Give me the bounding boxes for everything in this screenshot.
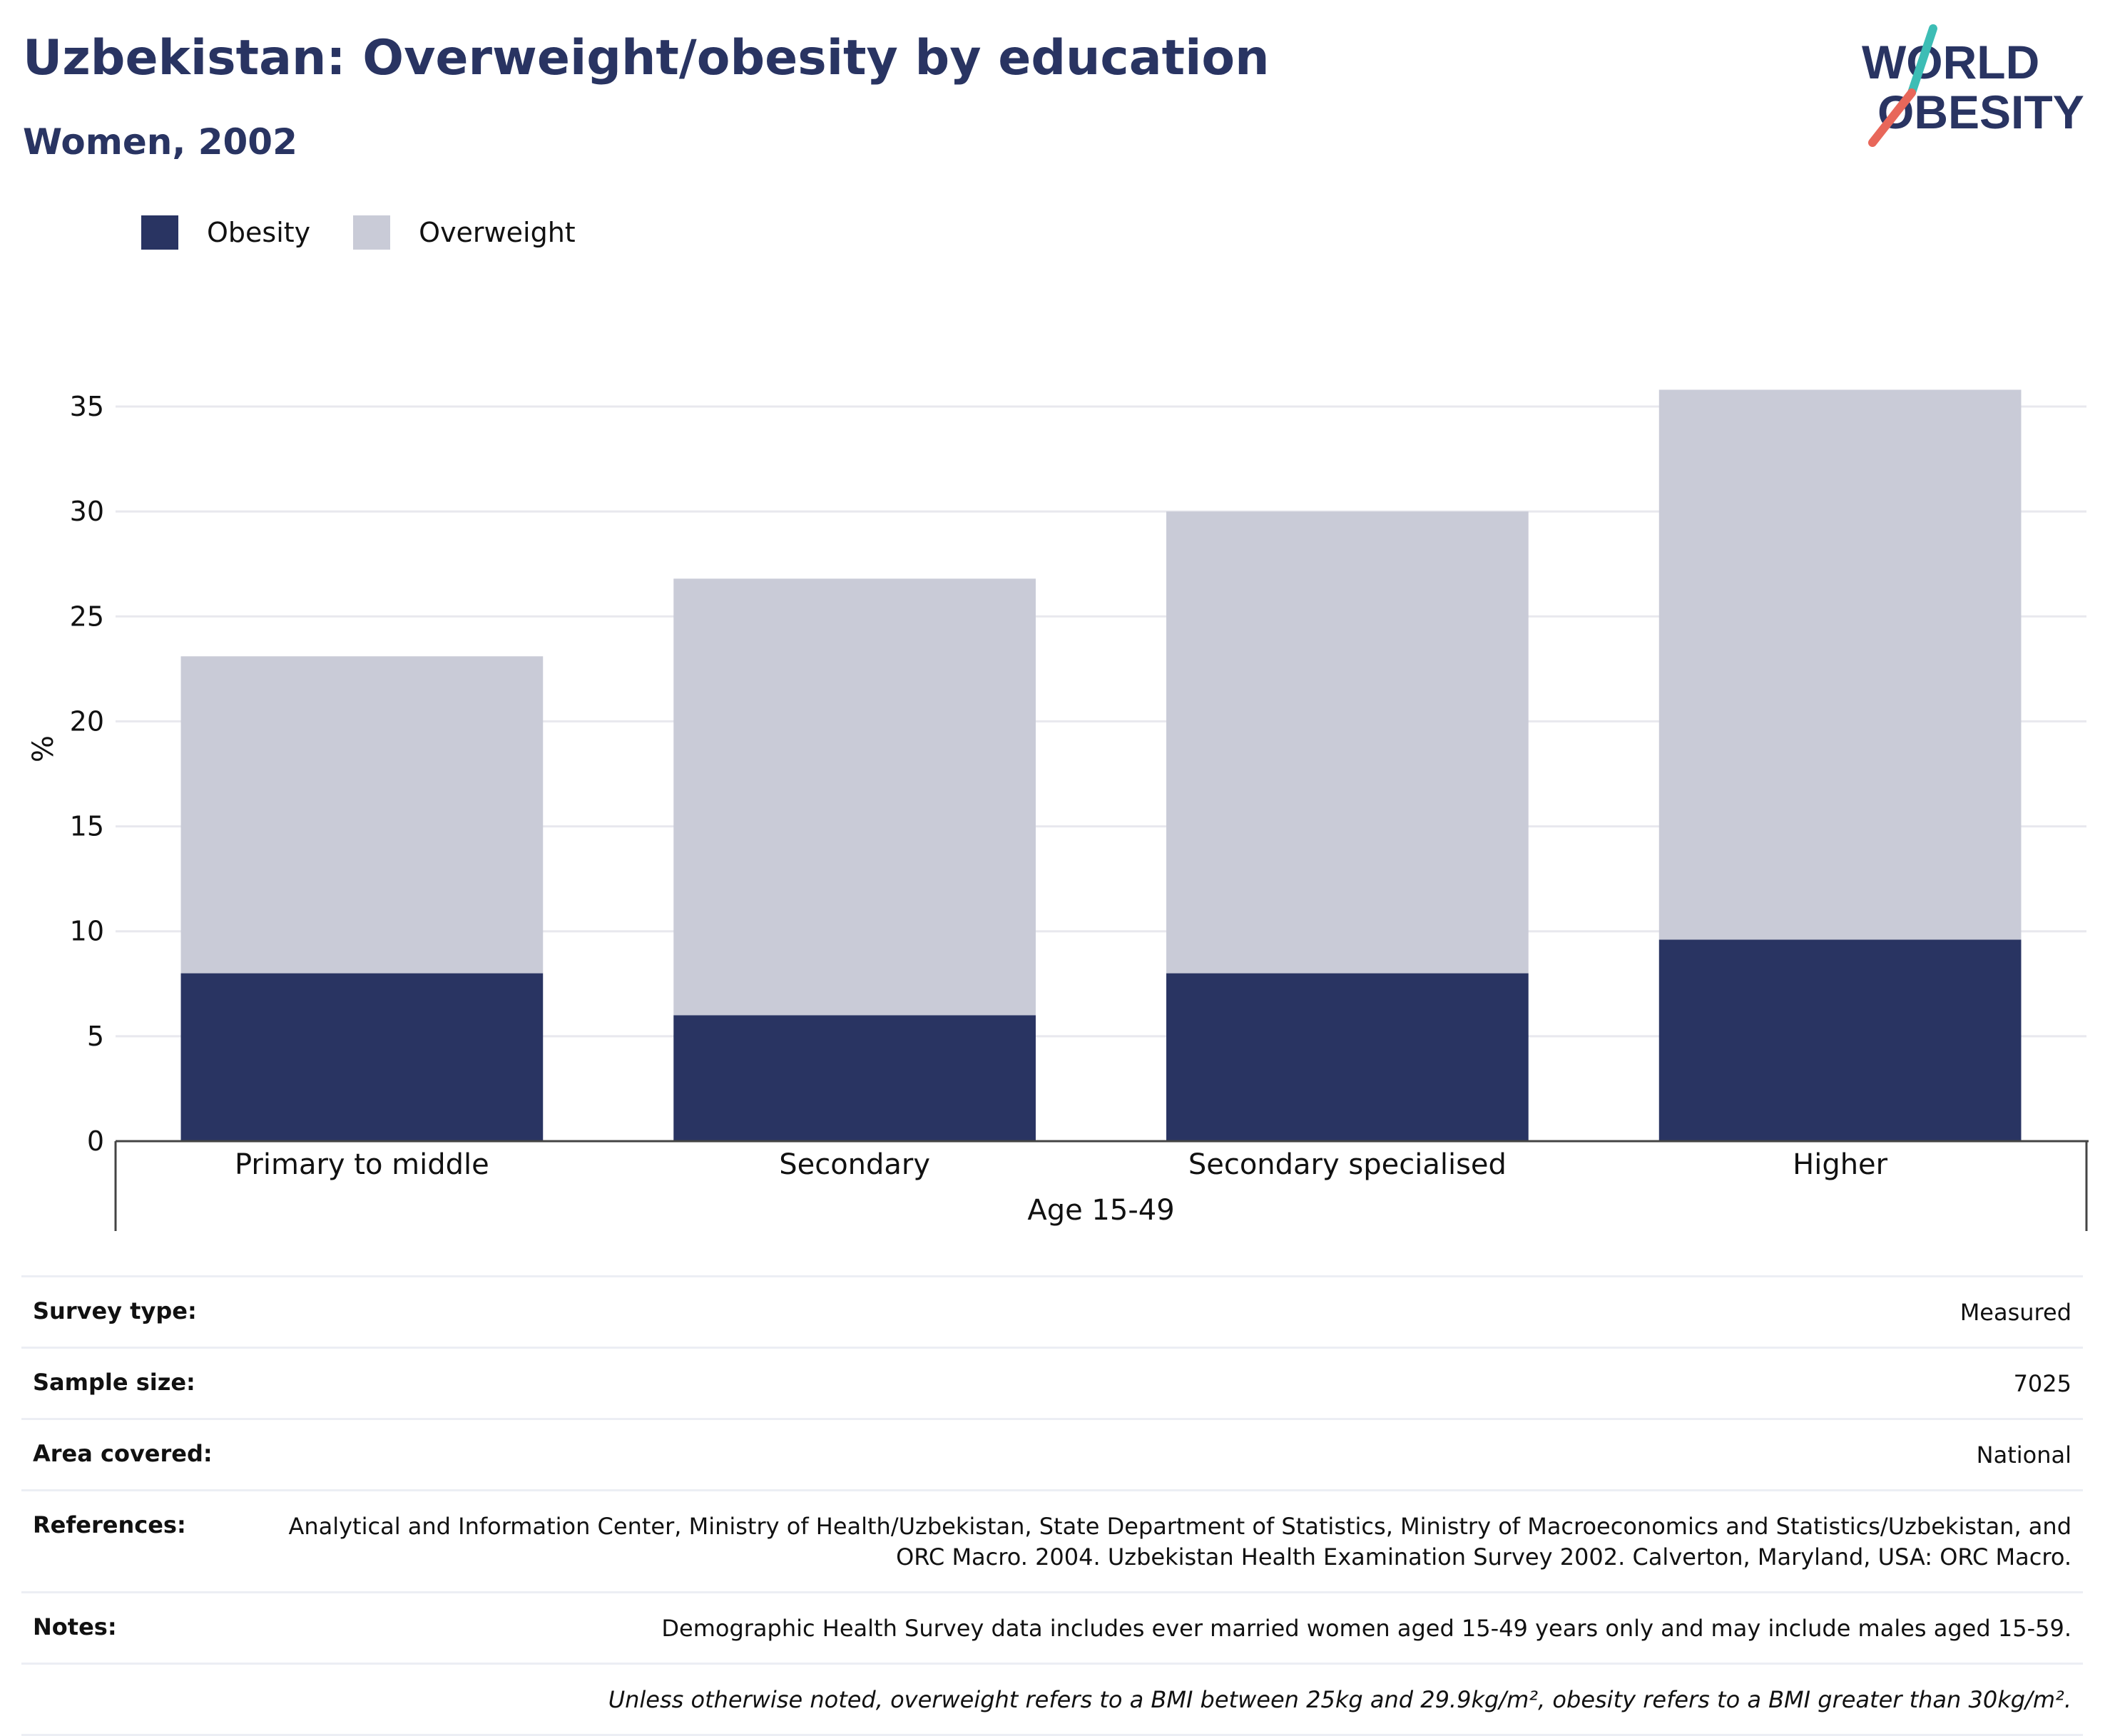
info-value: Unless otherwise noted, overweight refer… bbox=[608, 1686, 2071, 1713]
chart-subtitle: Women, 2002 bbox=[23, 121, 297, 163]
legend-label-obesity: Obesity bbox=[207, 217, 311, 248]
bar-overweight-4 bbox=[1658, 389, 2022, 940]
x-tick-label: Secondary bbox=[779, 1148, 930, 1181]
x-tick-label: Higher bbox=[1793, 1148, 1888, 1181]
info-label: Area covered: bbox=[33, 1440, 213, 1467]
survey-info-table: Survey type: Measured Sample size: 7025 … bbox=[21, 1275, 2083, 1736]
bar-overweight-3 bbox=[1166, 511, 1529, 974]
info-row-sample-size: Sample size: 7025 bbox=[21, 1347, 2083, 1418]
info-row-survey-type: Survey type: Measured bbox=[21, 1275, 2083, 1347]
world-obesity-logo: WORLD OBESITY bbox=[1862, 24, 2084, 147]
y-axis-label: % bbox=[27, 735, 60, 762]
logo-slash-bottom bbox=[1868, 88, 1916, 147]
legend-swatch-obesity bbox=[141, 215, 178, 250]
info-row-references: References: Analytical and Information C… bbox=[21, 1489, 2083, 1591]
bar-obesity-2 bbox=[673, 1015, 1036, 1141]
info-label: Sample size: bbox=[33, 1369, 195, 1396]
bar-obesity-4 bbox=[1658, 939, 2022, 1141]
x-group-label: Age 15-49 bbox=[1027, 1194, 1174, 1227]
info-value: National bbox=[1976, 1441, 2071, 1469]
y-tick-label: 20 bbox=[70, 705, 104, 737]
info-value: 7025 bbox=[2013, 1370, 2071, 1397]
legend-item-overweight[interactable]: Overweight bbox=[353, 215, 576, 250]
chart-title: Uzbekistan: Overweight/obesity by educat… bbox=[23, 30, 1270, 86]
x-tick-label: Primary to middle bbox=[235, 1148, 489, 1181]
legend-label-overweight: Overweight bbox=[419, 217, 576, 248]
info-value: Measured bbox=[1959, 1299, 2071, 1326]
logo-slash-top bbox=[1907, 24, 1937, 97]
info-row-area-covered: Area covered: National bbox=[21, 1418, 2083, 1489]
info-label: References: bbox=[33, 1511, 186, 1538]
y-tick-label: 0 bbox=[87, 1125, 104, 1157]
legend-item-obesity[interactable]: Obesity bbox=[141, 215, 310, 250]
y-tick-label: 5 bbox=[87, 1021, 104, 1052]
bar-overweight-2 bbox=[673, 578, 1036, 1016]
y-tick-label: 35 bbox=[70, 391, 104, 422]
legend-swatch-overweight bbox=[353, 215, 391, 250]
x-tick-label: Secondary specialised bbox=[1188, 1148, 1507, 1181]
info-value: Analytical and Information Center, Minis… bbox=[288, 1513, 2071, 1571]
info-row-notes: Notes: Demographic Health Survey data in… bbox=[21, 1591, 2083, 1663]
bar-overweight-1 bbox=[180, 656, 544, 974]
y-tick-label: 10 bbox=[70, 916, 104, 947]
y-tick-label: 15 bbox=[70, 811, 104, 842]
info-label: Notes: bbox=[33, 1613, 117, 1640]
stacked-bar-chart: 0 5 10 15 20 25 30 35 Primary to middle Secondary… bbox=[27, 389, 2089, 1231]
info-value: Demographic Health Survey data includes … bbox=[661, 1615, 2071, 1642]
y-tick-label: 25 bbox=[70, 601, 104, 632]
bar-obesity-3 bbox=[1166, 973, 1529, 1141]
logo-line-1: WORLD bbox=[1862, 36, 2039, 88]
bar-obesity-1 bbox=[180, 973, 544, 1141]
info-row-bmi-definition: Unless otherwise noted, overweight refer… bbox=[21, 1663, 2083, 1736]
chart-legend: Obesity Overweight bbox=[141, 214, 618, 251]
info-label: Survey type: bbox=[33, 1297, 197, 1324]
y-tick-label: 30 bbox=[70, 496, 104, 527]
